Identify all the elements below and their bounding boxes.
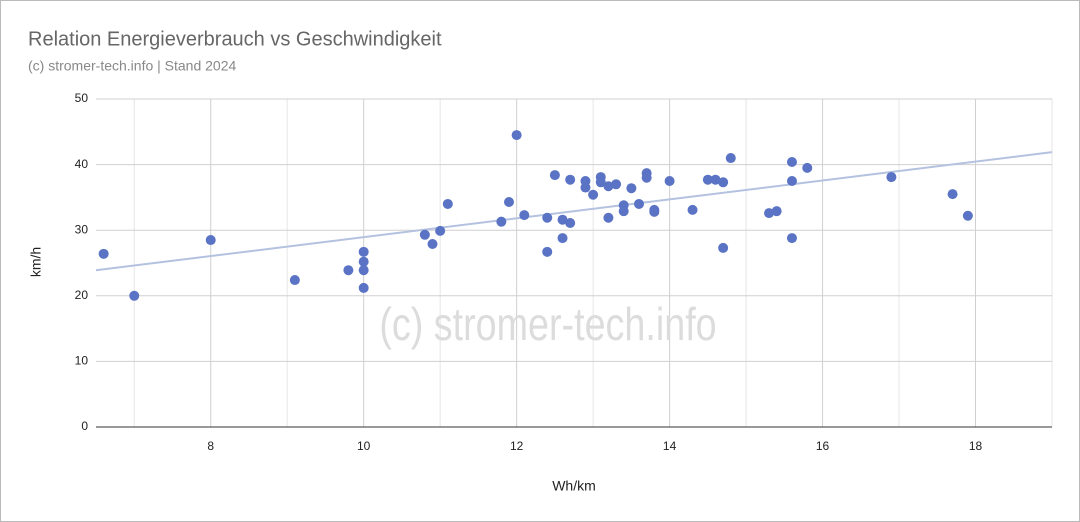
- data-point: [702, 174, 713, 185]
- y-tick-label: 30: [75, 222, 89, 236]
- data-point: [557, 214, 568, 225]
- data-point: [565, 217, 576, 228]
- data-point: [764, 208, 775, 219]
- data-point: [664, 176, 675, 186]
- data-point: [718, 177, 729, 188]
- x-axis-label: Wh/km: [552, 478, 596, 494]
- data-point: [129, 290, 140, 301]
- x-tick-label: 12: [510, 439, 524, 453]
- y-tick-label: 10: [75, 354, 89, 368]
- data-point: [710, 174, 721, 185]
- data-point: [542, 212, 553, 223]
- data-point: [634, 198, 645, 209]
- y-tick-label: 40: [75, 157, 89, 171]
- data-point: [786, 176, 797, 186]
- data-point: [427, 238, 438, 249]
- y-tick-label: 0: [81, 419, 88, 433]
- data-point: [435, 225, 446, 236]
- x-tick-label: 18: [969, 439, 983, 453]
- chart-title: Relation Energieverbrauch vs Geschwindig…: [28, 28, 442, 50]
- data-point: [588, 189, 599, 200]
- data-point: [343, 265, 354, 276]
- trendline: [95, 151, 1053, 272]
- y-tick-label: 20: [75, 288, 89, 302]
- data-point: [603, 212, 614, 223]
- data-point: [289, 275, 300, 286]
- data-point: [542, 246, 553, 257]
- data-point: [771, 206, 782, 217]
- data-point: [687, 204, 698, 215]
- data-point: [557, 233, 568, 244]
- data-point: [886, 172, 897, 183]
- data-point: [718, 242, 729, 253]
- data-point: [358, 246, 369, 257]
- data-point: [595, 177, 606, 188]
- x-tick-label: 8: [207, 439, 214, 453]
- data-point: [618, 206, 629, 217]
- x-tick-label: 16: [816, 439, 830, 453]
- chart-subtitle: (c) stromer-tech.info | Stand 2024: [28, 58, 236, 74]
- x-tick-label: 14: [663, 439, 677, 453]
- data-point: [786, 233, 797, 244]
- data-point: [802, 162, 813, 173]
- data-point: [358, 282, 369, 293]
- y-tick-label: 50: [75, 91, 89, 105]
- data-point: [947, 189, 958, 200]
- data-point: [519, 210, 530, 221]
- data-point: [962, 210, 973, 221]
- x-tick-label: 10: [357, 439, 371, 453]
- data-point: [503, 196, 514, 207]
- data-point: [98, 248, 109, 259]
- data-point: [580, 182, 591, 193]
- data-point: [603, 181, 614, 192]
- data-point: [511, 130, 522, 141]
- data-point: [641, 172, 652, 183]
- data-point: [419, 229, 430, 240]
- data-point: [358, 265, 369, 276]
- data-point: [725, 153, 736, 164]
- data-point: [565, 174, 576, 185]
- data-point: [611, 179, 622, 190]
- data-point: [205, 235, 216, 246]
- data-point: [626, 183, 637, 194]
- data-point: [358, 256, 369, 267]
- data-point: [549, 170, 560, 181]
- data-point: [786, 156, 797, 167]
- watermark: (c) stromer-tech.info: [379, 299, 716, 350]
- y-axis-label: km/h: [28, 247, 44, 277]
- data-point: [442, 198, 453, 209]
- data-point: [649, 206, 660, 217]
- data-point: [496, 216, 507, 227]
